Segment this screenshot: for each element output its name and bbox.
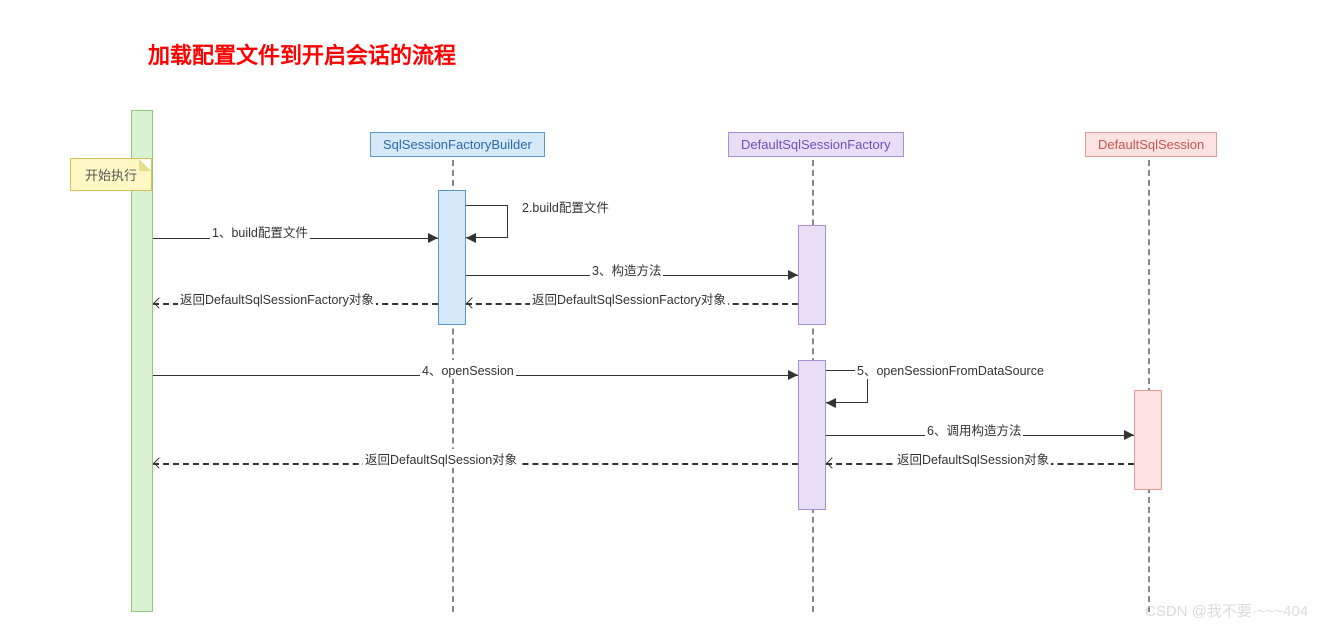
msg1-label: 1、build配置文件 <box>210 222 310 241</box>
msg3-label: 3、构造方法 <box>590 260 663 279</box>
msg1r-arrow <box>153 297 164 308</box>
msg4r-arrow <box>153 457 164 468</box>
msg3r-arrow <box>466 297 477 308</box>
msg6-arrow <box>1124 430 1134 440</box>
msg5-label: 5、openSessionFromDataSource <box>855 360 1046 379</box>
participant-factory: DefaultSqlSessionFactory <box>728 132 904 157</box>
activation-session <box>1134 390 1162 490</box>
msg5-arrow <box>826 398 836 408</box>
msg1r-label: 返回DefaultSqlSessionFactory对象 <box>178 289 376 308</box>
msg6r-label: 返回DefaultSqlSession对象 <box>895 449 1051 468</box>
msg1-arrow <box>428 233 438 243</box>
activation-builder <box>438 190 466 325</box>
activation-factory-2 <box>798 360 826 510</box>
msg4r-label: 返回DefaultSqlSession对象 <box>363 449 519 468</box>
msg2-label: 2.build配置文件 <box>520 197 611 216</box>
participant-session: DefaultSqlSession <box>1085 132 1217 157</box>
diagram-title: 加载配置文件到开启会话的流程 <box>148 38 456 70</box>
msg6-label: 6、调用构造方法 <box>925 420 1023 439</box>
msg4-arrow <box>788 370 798 380</box>
msg3r-label: 返回DefaultSqlSessionFactory对象 <box>530 289 728 308</box>
lifeline-session <box>1148 160 1150 612</box>
watermark: CSDN @我不要·~~~404 <box>1145 600 1308 621</box>
msg3-arrow <box>788 270 798 280</box>
msg6r-arrow <box>826 457 837 468</box>
msg4-label: 4、openSession <box>420 360 516 379</box>
start-note: 开始执行 <box>70 158 152 191</box>
activation-factory-1 <box>798 225 826 325</box>
msg2-arrow <box>466 233 476 243</box>
participant-builder: SqlSessionFactoryBuilder <box>370 132 545 157</box>
